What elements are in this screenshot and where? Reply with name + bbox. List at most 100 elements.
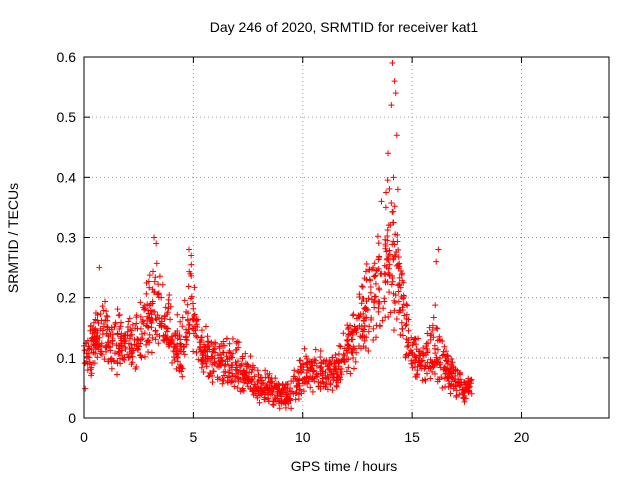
data-point bbox=[191, 311, 198, 318]
data-point bbox=[287, 385, 294, 392]
data-point bbox=[225, 369, 232, 376]
data-point bbox=[102, 317, 109, 324]
data-point bbox=[125, 318, 132, 325]
data-point bbox=[384, 226, 391, 233]
data-point bbox=[209, 348, 216, 355]
data-point bbox=[87, 366, 94, 373]
data-point bbox=[362, 306, 369, 313]
data-point bbox=[283, 381, 290, 388]
data-point bbox=[333, 383, 340, 390]
data-point bbox=[372, 293, 379, 300]
data-point bbox=[100, 320, 107, 327]
data-point bbox=[388, 281, 395, 288]
data-point bbox=[104, 339, 111, 346]
data-point bbox=[172, 329, 179, 336]
data-point bbox=[429, 368, 436, 375]
data-point bbox=[448, 368, 455, 375]
data-point bbox=[129, 321, 136, 328]
data-point bbox=[424, 370, 431, 377]
data-point bbox=[184, 317, 191, 324]
data-point bbox=[375, 285, 382, 292]
data-point bbox=[229, 335, 236, 342]
data-point bbox=[439, 384, 446, 391]
data-point bbox=[212, 339, 219, 346]
data-point bbox=[353, 315, 360, 322]
y-tick-label: 0.2 bbox=[57, 290, 77, 306]
data-point bbox=[320, 368, 327, 375]
data-point bbox=[385, 257, 392, 264]
data-point bbox=[352, 326, 359, 333]
data-point bbox=[84, 346, 91, 353]
data-point bbox=[248, 368, 255, 375]
data-point bbox=[281, 385, 288, 392]
data-point bbox=[94, 330, 101, 337]
data-point bbox=[102, 348, 109, 355]
data-point bbox=[390, 238, 397, 245]
data-point bbox=[233, 362, 240, 369]
x-axis-label: GPS time / hours bbox=[291, 458, 398, 474]
data-point bbox=[148, 311, 155, 318]
data-point bbox=[420, 350, 427, 357]
data-point bbox=[337, 376, 344, 383]
data-point bbox=[165, 305, 172, 312]
data-point bbox=[317, 364, 324, 371]
data-point bbox=[390, 290, 397, 297]
data-point bbox=[447, 390, 454, 397]
data-point bbox=[413, 371, 420, 378]
data-point bbox=[280, 387, 287, 394]
data-point bbox=[168, 333, 175, 340]
data-point bbox=[358, 300, 365, 307]
data-point bbox=[164, 325, 171, 332]
data-point bbox=[317, 379, 324, 386]
data-point bbox=[370, 264, 377, 271]
data-point bbox=[370, 337, 377, 344]
data-point bbox=[153, 260, 160, 267]
data-point bbox=[376, 299, 383, 306]
data-point bbox=[127, 333, 134, 340]
data-point bbox=[177, 362, 184, 369]
data-point bbox=[163, 337, 170, 344]
data-point bbox=[114, 359, 121, 366]
data-point bbox=[181, 351, 188, 358]
data-point bbox=[345, 364, 352, 371]
data-point bbox=[361, 322, 368, 329]
data-point bbox=[183, 337, 190, 344]
data-point bbox=[356, 322, 363, 329]
data-point bbox=[384, 177, 391, 184]
data-point bbox=[445, 353, 452, 360]
data-point bbox=[265, 395, 272, 402]
data-point bbox=[427, 364, 434, 371]
data-point bbox=[303, 374, 310, 381]
data-point bbox=[109, 337, 116, 344]
data-point bbox=[369, 266, 376, 273]
data-point bbox=[460, 379, 467, 386]
data-point bbox=[457, 376, 464, 383]
data-point bbox=[324, 386, 331, 393]
data-point bbox=[111, 323, 118, 330]
data-point bbox=[336, 342, 343, 349]
axis-ticks bbox=[83, 56, 609, 419]
data-point bbox=[427, 336, 434, 343]
data-point bbox=[417, 363, 424, 370]
data-point bbox=[170, 347, 177, 354]
data-point bbox=[186, 330, 193, 337]
data-point bbox=[125, 354, 132, 361]
data-point bbox=[442, 366, 449, 373]
data-point bbox=[191, 284, 198, 291]
data-point bbox=[365, 328, 372, 335]
data-point bbox=[432, 350, 439, 357]
data-point bbox=[157, 320, 164, 327]
data-point bbox=[152, 315, 159, 322]
data-point bbox=[345, 332, 352, 339]
data-point bbox=[360, 343, 367, 350]
data-point bbox=[399, 307, 406, 314]
data-point bbox=[363, 276, 370, 283]
data-point bbox=[242, 350, 249, 357]
data-point bbox=[441, 343, 448, 350]
x-tick-labels: 0 5 10 15 20 bbox=[80, 429, 529, 445]
data-point bbox=[391, 307, 398, 314]
data-point bbox=[150, 289, 157, 296]
data-point bbox=[388, 199, 395, 206]
data-point bbox=[106, 344, 113, 351]
data-point bbox=[393, 132, 400, 139]
